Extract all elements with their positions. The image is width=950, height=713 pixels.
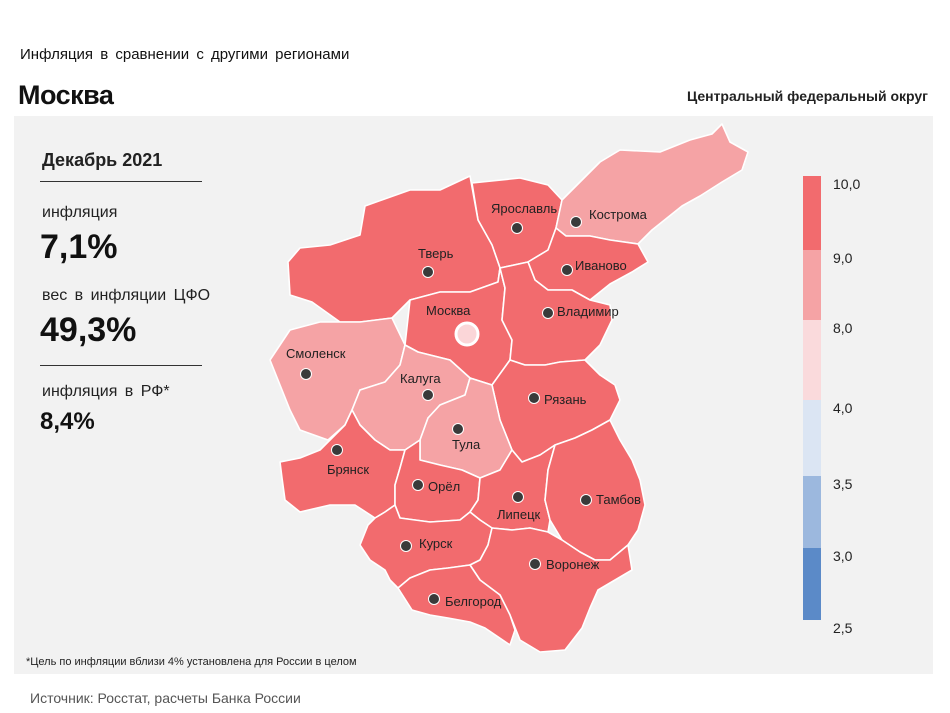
region-name: Калуга <box>400 371 441 386</box>
city-marker <box>561 264 573 276</box>
city-marker <box>452 423 464 435</box>
inflation-label: инфляция <box>42 204 118 221</box>
weight-label: вес в инфляции ЦФО <box>42 287 211 304</box>
region-shape <box>555 123 749 245</box>
rf-inflation-label: инфляция в РФ* <box>42 383 170 400</box>
region-name: Курск <box>419 536 453 551</box>
city-marker <box>511 222 523 234</box>
city-marker <box>528 392 540 404</box>
legend-swatch <box>803 320 821 400</box>
region-name: Кострома <box>589 207 648 222</box>
weight-value: 49,3% <box>40 311 137 349</box>
city-marker <box>422 266 434 278</box>
city-marker <box>331 444 343 456</box>
legend-swatch <box>803 250 821 320</box>
legend-tick-label: 2,5 <box>833 620 853 636</box>
city-marker <box>529 558 541 570</box>
inflation-value: 7,1% <box>40 228 118 266</box>
chart-subtitle: Инфляция в сравнении с другими регионами <box>20 46 350 63</box>
color-legend: 10,0 9,0 8,0 4,0 3,5 3,0 2,5 <box>803 176 860 636</box>
rf-inflation-value: 8,4% <box>40 408 95 435</box>
city-marker <box>428 593 440 605</box>
period-label: Декабрь 2021 <box>42 150 163 170</box>
source-note: Источник: Росстат, расчеты Банка России <box>30 690 301 706</box>
divider-top <box>40 181 202 182</box>
region-name: Москва <box>426 303 471 318</box>
legend-tick-label: 4,0 <box>833 400 853 416</box>
legend-tick-label: 8,0 <box>833 320 853 336</box>
region-name: Смоленск <box>286 346 346 361</box>
region-name: Владимир <box>557 304 619 319</box>
region-shape <box>544 419 646 561</box>
region-name: Иваново <box>575 258 627 273</box>
legend-swatch <box>803 400 821 476</box>
region-name: Тверь <box>418 246 454 261</box>
city-marker <box>412 479 424 491</box>
legend-swatch <box>803 476 821 548</box>
region-name: Рязань <box>544 392 587 407</box>
city-marker <box>570 216 582 228</box>
region-shape <box>397 564 516 646</box>
region-shape <box>499 261 613 366</box>
legend-tick-label: 9,0 <box>833 250 853 266</box>
region-name: Белгород <box>445 594 502 609</box>
legend-tick-label: 3,0 <box>833 548 853 564</box>
capital-marker <box>454 321 480 347</box>
divider-bottom <box>40 365 202 366</box>
city-marker <box>400 540 412 552</box>
city-marker <box>580 494 592 506</box>
footnote: *Цель по инфляции вблизи 4% установлена … <box>26 656 357 668</box>
region-title: Москва <box>18 80 114 110</box>
legend-swatch <box>803 548 821 620</box>
region-name: Орёл <box>428 479 460 494</box>
region-name: Липецк <box>497 507 541 522</box>
city-marker <box>512 491 524 503</box>
region-name: Брянск <box>327 462 369 477</box>
legend-tick-label: 10,0 <box>833 176 860 192</box>
region-name: Тамбов <box>596 492 641 507</box>
region-name: Тула <box>452 437 481 452</box>
city-marker <box>422 389 434 401</box>
region-name: Ярославль <box>491 201 557 216</box>
federal-district-label: Центральный федеральный округ <box>686 88 928 104</box>
legend-swatch <box>803 176 821 250</box>
region-name: Воронеж <box>546 557 600 572</box>
legend-tick-label: 3,5 <box>833 476 853 492</box>
city-marker <box>542 307 554 319</box>
city-marker <box>300 368 312 380</box>
